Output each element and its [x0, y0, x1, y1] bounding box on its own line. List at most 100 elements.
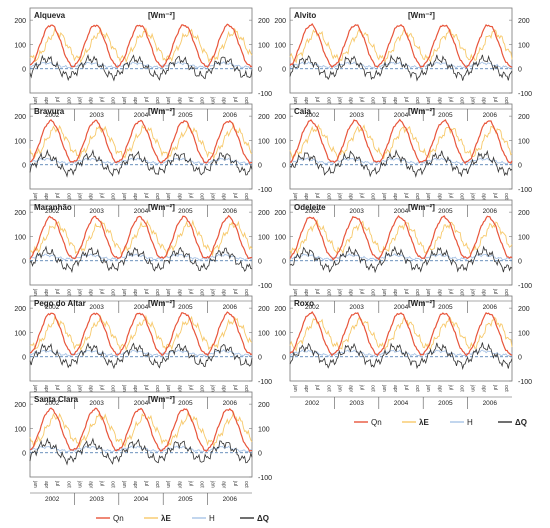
month-tick-label: jul [492, 288, 498, 294]
y-tick-label-right: 200 [258, 306, 270, 313]
month-tick-label: jan [165, 384, 171, 392]
year-label: 2003 [89, 208, 104, 215]
month-tick-label: jul [99, 480, 105, 486]
month-tick-label: jul [232, 480, 238, 486]
month-tick-label: oct [325, 385, 331, 392]
month-tick-label: jan [121, 384, 127, 392]
y-tick-label-right: -100 [258, 187, 272, 194]
month-tick-label: apr [88, 97, 94, 105]
y-tick-label-right: -100 [518, 91, 532, 98]
month-tick-label: jul [99, 384, 105, 390]
panel-title: Odeleite [294, 203, 326, 212]
month-tick-label: apr [436, 289, 442, 297]
month-tick-label: apr [392, 193, 398, 201]
month-tick-label: apr [436, 385, 442, 393]
month-tick-label: apr [392, 385, 398, 393]
y-tick-label-left: 100 [274, 138, 286, 145]
month-tick-label: jan [336, 384, 342, 392]
month-tick-label: apr [348, 289, 354, 297]
year-label: 2005 [438, 304, 453, 311]
series-line-lambda-e [289, 27, 513, 64]
month-tick-label: apr [176, 481, 182, 489]
legend-label: ΔQ [515, 418, 527, 427]
month-tick-label: oct [414, 289, 420, 296]
month-tick-label: jul [232, 288, 238, 294]
month-tick-label: jul [403, 96, 409, 102]
panel-title: Roxo [294, 299, 314, 308]
month-tick-label: apr [176, 97, 182, 105]
series-line-lambda-e [29, 219, 253, 258]
month-tick-label: jan [425, 96, 431, 104]
month-tick-label: apr [392, 289, 398, 297]
month-tick-label: jul [359, 192, 365, 198]
series-line-delta-q [29, 54, 253, 82]
series-line-qn [29, 119, 253, 164]
y-tick-label-right: 200 [258, 210, 270, 217]
y-tick-label-right: -100 [258, 283, 272, 290]
y-tick-label-left: 0 [282, 67, 286, 74]
month-tick-label: oct [65, 97, 71, 104]
plot-frame [29, 103, 253, 190]
month-tick-label: jul [187, 480, 193, 486]
month-tick-label: apr [43, 193, 49, 201]
month-tick-label: apr [392, 97, 398, 105]
series-line-lambda-e [29, 410, 253, 449]
month-tick-label: jul [403, 384, 409, 390]
month-tick-label: jan [76, 192, 82, 200]
month-tick-label: jan [470, 384, 476, 392]
y-tick-label-left: 0 [282, 259, 286, 266]
y-tick-label-right: -100 [258, 91, 272, 98]
month-tick-label: oct [370, 385, 376, 392]
y-tick-label-left: 0 [282, 163, 286, 170]
y-tick-label-right: 0 [258, 67, 262, 74]
y-tick-label-right: 100 [258, 426, 270, 433]
series-line-delta-q [29, 148, 253, 178]
plot-frame [29, 7, 253, 94]
month-tick-label: jul [143, 192, 149, 198]
year-label: 2003 [89, 400, 104, 407]
month-tick-label: apr [436, 193, 442, 201]
month-tick-label: oct [199, 481, 205, 488]
month-tick-label: jan [165, 96, 171, 104]
legend-label: λE [161, 514, 171, 523]
series-line-lambda-e [29, 122, 253, 161]
month-tick-label: jul [447, 384, 453, 390]
year-label: 2003 [89, 112, 104, 119]
month-tick-label: jul [232, 96, 238, 102]
series-line-delta-q [29, 245, 253, 274]
month-tick-label: apr [221, 289, 227, 297]
month-tick-label: apr [303, 193, 309, 201]
month-tick-label: apr [481, 97, 487, 105]
month-tick-label: jul [54, 480, 60, 486]
month-tick-label: jul [54, 192, 60, 198]
series-line-delta-q [29, 437, 253, 466]
y-tick-label-left: 0 [22, 451, 26, 458]
panel-title: Caia [294, 107, 311, 116]
y-tick-label-left: 100 [14, 330, 26, 337]
series-line-qn [29, 407, 253, 452]
y-tick-label-left: 100 [274, 330, 286, 337]
month-tick-label: jan [292, 384, 298, 392]
month-tick-label: apr [221, 193, 227, 201]
panel-title: Alqueva [34, 11, 66, 20]
unit-label: [Wm⁻²] [408, 299, 435, 308]
y-tick-label-right: 200 [518, 306, 530, 313]
month-tick-label: oct [154, 193, 160, 200]
panel-title: Pego do Altar [34, 299, 86, 308]
month-tick-label: oct [199, 97, 205, 104]
month-tick-label: jul [143, 384, 149, 390]
year-label: 2003 [89, 304, 104, 311]
month-tick-label: oct [243, 385, 249, 392]
year-label: 2004 [134, 496, 149, 503]
month-tick-label: jan [210, 288, 216, 296]
year-label: 2003 [349, 400, 364, 407]
y-tick-label-right: 200 [518, 18, 530, 25]
year-label: 2002 [45, 112, 60, 119]
year-label: 2005 [178, 400, 193, 407]
unit-label: [Wm⁻²] [148, 11, 175, 20]
y-tick-label-left: 0 [22, 355, 26, 362]
